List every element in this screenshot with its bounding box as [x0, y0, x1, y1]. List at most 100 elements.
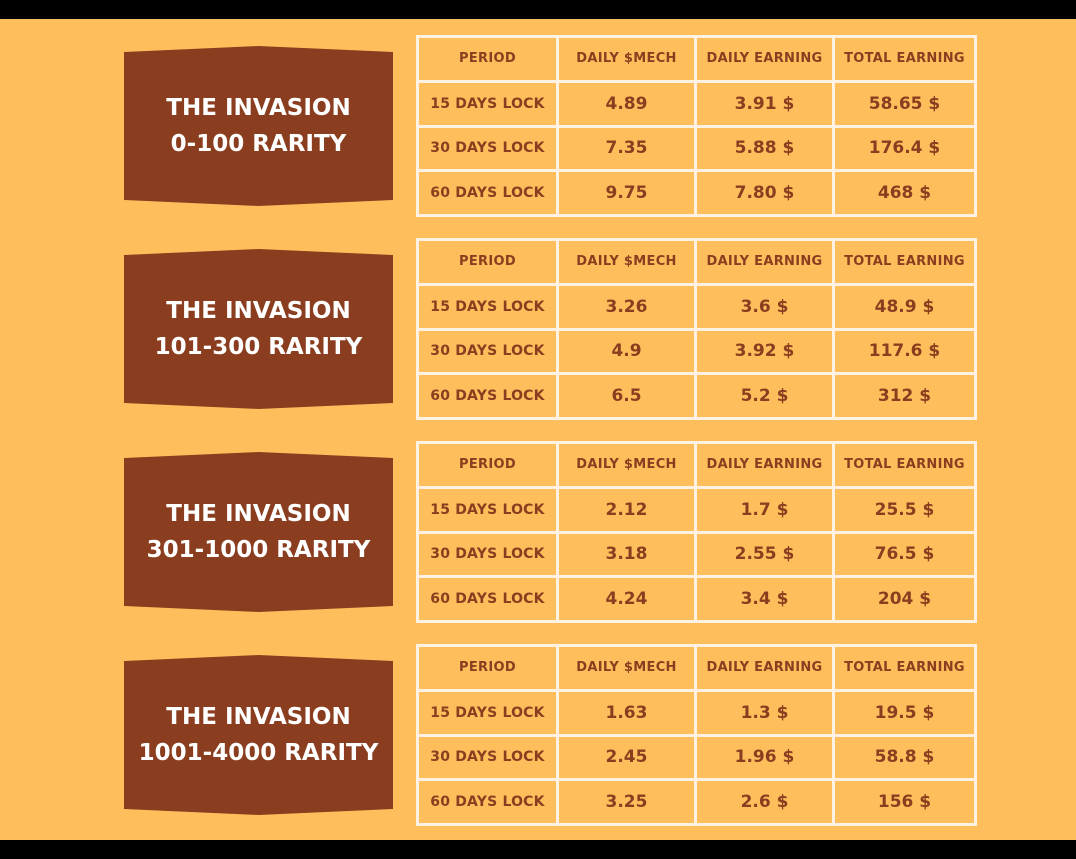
- tier-section-4: THE INVASION 1001-4000 RARITY PERIOD DAI…: [0, 644, 1076, 827]
- cell-total-earning: 312 $: [832, 372, 977, 420]
- tier-title: THE INVASION: [166, 704, 351, 730]
- cell-period: 15 DAYS LOCK: [416, 688, 559, 737]
- rates-table: PERIOD DAILY $MECH DAILY EARNING TOTAL E…: [416, 644, 977, 826]
- tier-badge: THE INVASION 0-100 RARITY: [124, 46, 393, 206]
- cell-period: 30 DAYS LOCK: [416, 124, 559, 173]
- rewards-infographic: THE INVASION 0-100 RARITY PERIOD DAILY $…: [0, 19, 1076, 840]
- cell-total-earning: 204 $: [832, 575, 977, 623]
- cell-total-earning: 48.9 $: [832, 282, 977, 331]
- cell-period: 60 DAYS LOCK: [416, 575, 559, 623]
- header-daily-earning: DAILY EARNING: [694, 441, 835, 489]
- header-total-earning: TOTAL EARNING: [832, 35, 977, 83]
- cell-daily-mech: 3.26: [556, 282, 697, 331]
- header-daily-mech: DAILY $MECH: [556, 35, 697, 83]
- cell-total-earning: 58.8 $: [832, 733, 977, 782]
- tier-section-3: THE INVASION 301-1000 RARITY PERIOD DAIL…: [0, 441, 1076, 624]
- table-header-row: PERIOD DAILY $MECH DAILY EARNING TOTAL E…: [416, 441, 977, 489]
- cell-period: 15 DAYS LOCK: [416, 485, 559, 534]
- table-row: 15 DAYS LOCK 3.26 3.6 $ 48.9 $: [416, 282, 977, 331]
- header-period: PERIOD: [416, 644, 559, 692]
- header-daily-mech: DAILY $MECH: [556, 441, 697, 489]
- cell-daily-earning: 7.80 $: [694, 169, 835, 217]
- cell-period: 30 DAYS LOCK: [416, 530, 559, 579]
- cell-daily-earning: 3.91 $: [694, 79, 835, 128]
- table-row: 60 DAYS LOCK 6.5 5.2 $ 312 $: [416, 372, 977, 420]
- cell-period: 60 DAYS LOCK: [416, 372, 559, 420]
- tier-title: THE INVASION: [166, 95, 351, 121]
- header-daily-mech: DAILY $MECH: [556, 238, 697, 286]
- table-row: 15 DAYS LOCK 4.89 3.91 $ 58.65 $: [416, 79, 977, 128]
- cell-period: 15 DAYS LOCK: [416, 79, 559, 128]
- cell-daily-mech: 1.63: [556, 688, 697, 737]
- table-header-row: PERIOD DAILY $MECH DAILY EARNING TOTAL E…: [416, 644, 977, 692]
- header-period: PERIOD: [416, 441, 559, 489]
- cell-period: 30 DAYS LOCK: [416, 327, 559, 376]
- cell-daily-earning: 5.88 $: [694, 124, 835, 173]
- tier-section-1: THE INVASION 0-100 RARITY PERIOD DAILY $…: [0, 35, 1076, 218]
- header-total-earning: TOTAL EARNING: [832, 238, 977, 286]
- table-row: 30 DAYS LOCK 2.45 1.96 $ 58.8 $: [416, 733, 977, 782]
- table-row: 60 DAYS LOCK 4.24 3.4 $ 204 $: [416, 575, 977, 623]
- tier-title: THE INVASION: [166, 501, 351, 527]
- rates-table: PERIOD DAILY $MECH DAILY EARNING TOTAL E…: [416, 35, 977, 217]
- header-daily-earning: DAILY EARNING: [694, 644, 835, 692]
- table-row: 30 DAYS LOCK 7.35 5.88 $ 176.4 $: [416, 124, 977, 173]
- header-daily-earning: DAILY EARNING: [694, 238, 835, 286]
- table-header-row: PERIOD DAILY $MECH DAILY EARNING TOTAL E…: [416, 238, 977, 286]
- tier-rarity: 1001-4000 RARITY: [138, 740, 379, 766]
- cell-total-earning: 117.6 $: [832, 327, 977, 376]
- cell-total-earning: 19.5 $: [832, 688, 977, 737]
- rates-table: PERIOD DAILY $MECH DAILY EARNING TOTAL E…: [416, 441, 977, 623]
- tier-rarity: 301-1000 RARITY: [146, 537, 371, 563]
- cell-daily-earning: 2.6 $: [694, 778, 835, 826]
- cell-daily-mech: 2.12: [556, 485, 697, 534]
- cell-daily-earning: 1.7 $: [694, 485, 835, 534]
- cell-total-earning: 468 $: [832, 169, 977, 217]
- header-total-earning: TOTAL EARNING: [832, 441, 977, 489]
- cell-daily-mech: 7.35: [556, 124, 697, 173]
- table-row: 15 DAYS LOCK 2.12 1.7 $ 25.5 $: [416, 485, 977, 534]
- header-daily-earning: DAILY EARNING: [694, 35, 835, 83]
- table-row: 15 DAYS LOCK 1.63 1.3 $ 19.5 $: [416, 688, 977, 737]
- cell-daily-earning: 2.55 $: [694, 530, 835, 579]
- cell-daily-mech: 3.18: [556, 530, 697, 579]
- cell-period: 60 DAYS LOCK: [416, 778, 559, 826]
- header-period: PERIOD: [416, 238, 559, 286]
- table-header-row: PERIOD DAILY $MECH DAILY EARNING TOTAL E…: [416, 35, 977, 83]
- table-row: 60 DAYS LOCK 3.25 2.6 $ 156 $: [416, 778, 977, 826]
- cell-daily-earning: 3.6 $: [694, 282, 835, 331]
- cell-daily-earning: 5.2 $: [694, 372, 835, 420]
- cell-daily-mech: 2.45: [556, 733, 697, 782]
- header-period: PERIOD: [416, 35, 559, 83]
- tier-badge: THE INVASION 1001-4000 RARITY: [124, 655, 393, 815]
- tier-rarity: 101-300 RARITY: [154, 334, 363, 360]
- tier-title: THE INVASION: [166, 298, 351, 324]
- tier-badge: THE INVASION 101-300 RARITY: [124, 249, 393, 409]
- cell-daily-mech: 9.75: [556, 169, 697, 217]
- cell-daily-mech: 4.9: [556, 327, 697, 376]
- table-row: 60 DAYS LOCK 9.75 7.80 $ 468 $: [416, 169, 977, 217]
- cell-daily-earning: 3.92 $: [694, 327, 835, 376]
- header-daily-mech: DAILY $MECH: [556, 644, 697, 692]
- tier-section-2: THE INVASION 101-300 RARITY PERIOD DAILY…: [0, 238, 1076, 421]
- cell-total-earning: 25.5 $: [832, 485, 977, 534]
- cell-daily-mech: 4.89: [556, 79, 697, 128]
- header-total-earning: TOTAL EARNING: [832, 644, 977, 692]
- cell-total-earning: 76.5 $: [832, 530, 977, 579]
- table-row: 30 DAYS LOCK 3.18 2.55 $ 76.5 $: [416, 530, 977, 579]
- cell-period: 15 DAYS LOCK: [416, 282, 559, 331]
- cell-daily-earning: 1.96 $: [694, 733, 835, 782]
- cell-total-earning: 156 $: [832, 778, 977, 826]
- table-row: 30 DAYS LOCK 4.9 3.92 $ 117.6 $: [416, 327, 977, 376]
- cell-daily-earning: 3.4 $: [694, 575, 835, 623]
- tier-badge: THE INVASION 301-1000 RARITY: [124, 452, 393, 612]
- cell-daily-mech: 4.24: [556, 575, 697, 623]
- cell-daily-mech: 6.5: [556, 372, 697, 420]
- cell-total-earning: 176.4 $: [832, 124, 977, 173]
- cell-daily-earning: 1.3 $: [694, 688, 835, 737]
- tier-rarity: 0-100 RARITY: [170, 131, 347, 157]
- cell-period: 30 DAYS LOCK: [416, 733, 559, 782]
- cell-total-earning: 58.65 $: [832, 79, 977, 128]
- rates-table: PERIOD DAILY $MECH DAILY EARNING TOTAL E…: [416, 238, 977, 420]
- cell-period: 60 DAYS LOCK: [416, 169, 559, 217]
